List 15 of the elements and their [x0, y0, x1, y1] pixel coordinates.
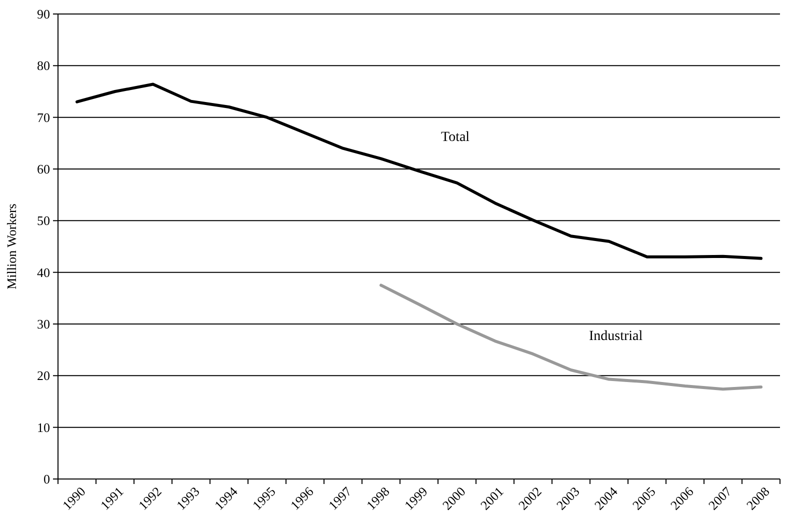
- y-tick-label: 70: [37, 110, 50, 125]
- line-series: [380, 284, 762, 391]
- y-tick-label: 50: [37, 213, 50, 228]
- x-tick-label: 1991: [97, 484, 126, 513]
- y-tick-label: 60: [37, 162, 50, 177]
- y-tick-label: 40: [37, 264, 50, 280]
- y-tick-label: 80: [37, 58, 50, 74]
- text: Total: [441, 130, 470, 146]
- y-tick-label: 90: [37, 6, 50, 22]
- y-tick-label: 10: [37, 420, 50, 435]
- y-axis-title: Million Workers: [4, 204, 19, 290]
- y-tick-label: 0: [44, 472, 50, 487]
- y-tick-label: 20: [37, 368, 50, 384]
- text: Industrial: [589, 328, 643, 344]
- y-tick-label: 30: [37, 316, 50, 332]
